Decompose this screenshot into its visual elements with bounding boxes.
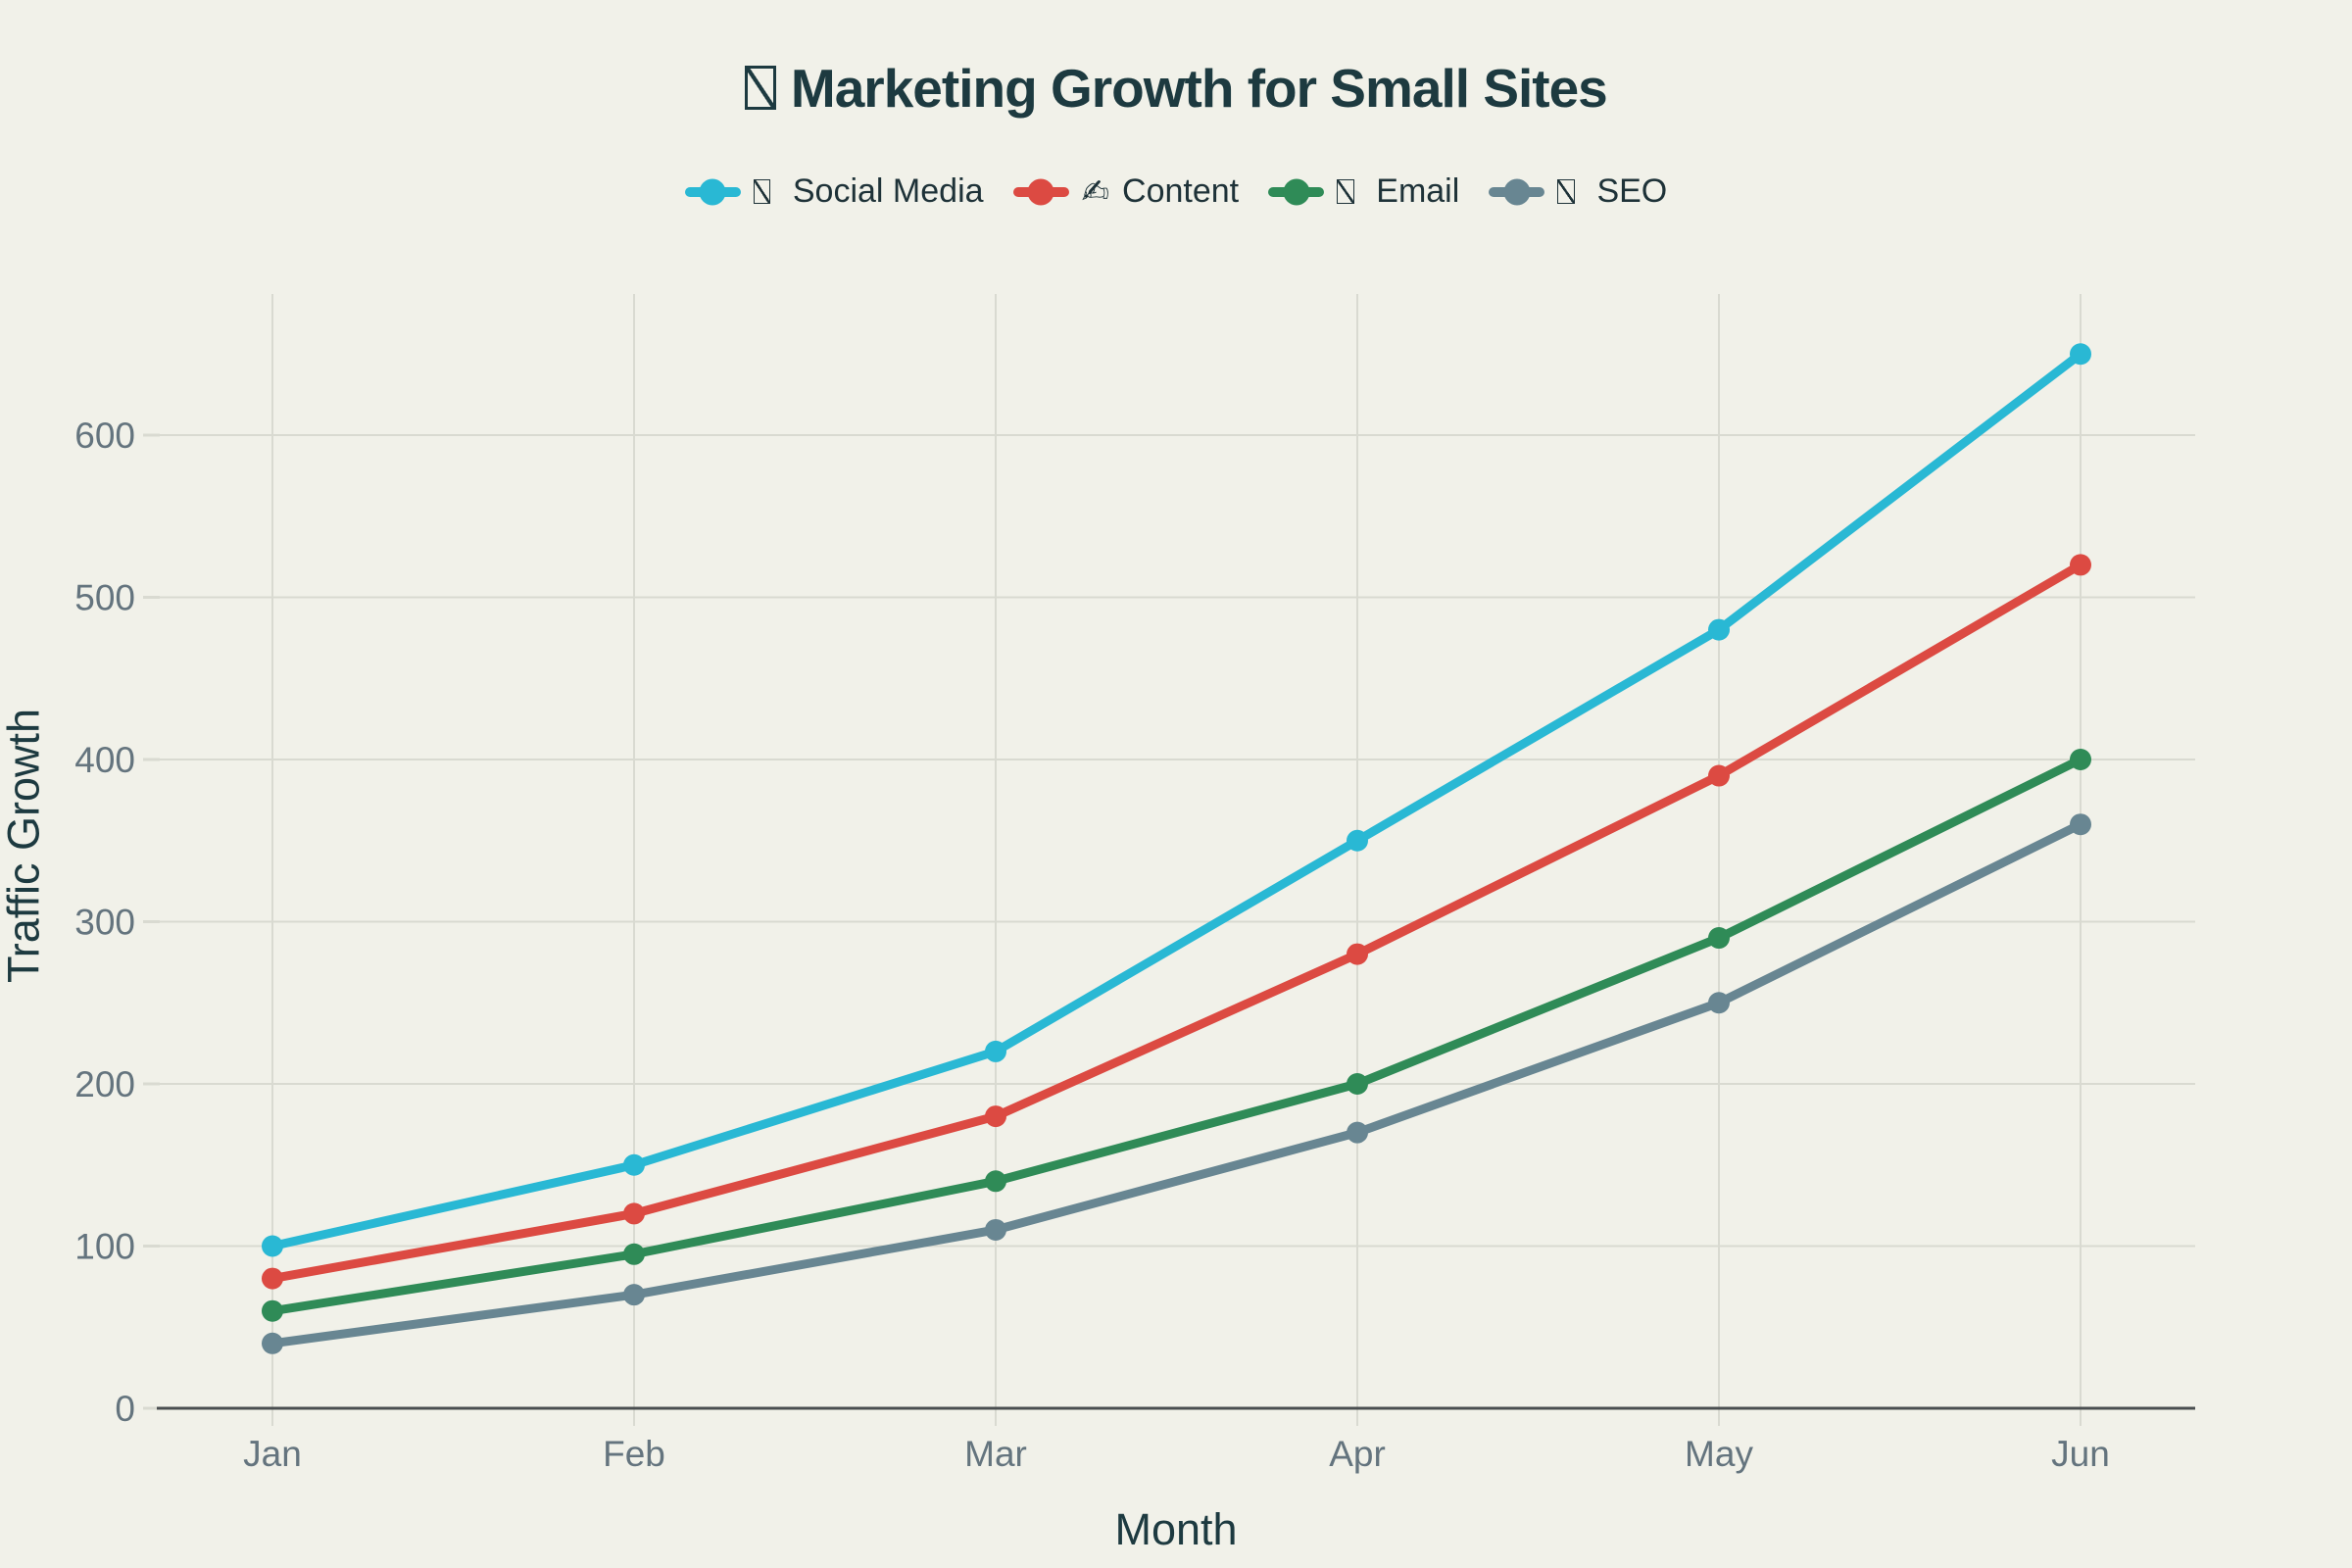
data-point-email-jun	[2070, 749, 2091, 770]
data-point-seo-jan	[262, 1332, 283, 1354]
legend-marker-icon	[1489, 178, 1545, 205]
legend-marker-icon	[684, 178, 741, 205]
data-point-social-media-feb	[623, 1153, 645, 1176]
series-line-content	[268, 560, 2085, 1284]
legend-item-label: Social Media	[792, 172, 984, 210]
legend-marker-icon	[1012, 178, 1069, 205]
legend-item-content[interactable]: ✍ Content	[1012, 172, 1240, 211]
legend-item-social-media[interactable]: Social Media	[684, 172, 984, 211]
missing-glyph-icon	[1337, 178, 1354, 205]
x-tick-label: Mar	[964, 1434, 1027, 1474]
series-line-seo	[268, 819, 2085, 1348]
x-tick-label: Apr	[1329, 1434, 1386, 1474]
x-tick-label: Feb	[603, 1434, 665, 1474]
y-tick-label: 0	[115, 1389, 135, 1429]
data-point-social-media-mar	[985, 1040, 1006, 1062]
y-tick-label: 500	[74, 578, 135, 618]
legend-item-label: Email	[1376, 172, 1460, 210]
data-point-email-feb	[623, 1243, 645, 1265]
data-point-seo-jun	[2070, 813, 2091, 836]
data-point-email-mar	[985, 1170, 1006, 1193]
x-axis-title: Month	[1114, 1504, 1237, 1554]
series-line-email	[268, 755, 2085, 1316]
chart-title-text: Marketing Growth for Small Sites	[790, 58, 1608, 119]
missing-glyph-icon	[1557, 178, 1575, 205]
data-point-content-feb	[623, 1202, 645, 1225]
missing-glyph-icon	[745, 66, 776, 110]
series-line-social-media	[268, 349, 2085, 1250]
y-tick-label: 300	[74, 903, 135, 943]
data-point-content-mar	[985, 1105, 1006, 1128]
legend-marker-icon	[1268, 178, 1325, 205]
series-layer	[262, 343, 2091, 1354]
missing-glyph-icon	[753, 178, 771, 205]
data-point-email-apr	[1347, 1073, 1368, 1095]
y-tick-label: 400	[74, 740, 135, 780]
legend-item-seo[interactable]: SEO	[1489, 172, 1667, 211]
data-point-social-media-jan	[262, 1235, 283, 1257]
legend-item-label: SEO	[1596, 172, 1668, 210]
data-point-email-jan	[262, 1299, 283, 1322]
data-point-email-may	[1708, 927, 1730, 950]
data-point-seo-may	[1708, 992, 1730, 1014]
legend-item-label: Content	[1122, 172, 1240, 210]
chart-legend: Social Media ✍ Content Email SEO	[0, 172, 2352, 211]
data-point-content-jan	[262, 1267, 283, 1290]
y-tick-label: 200	[74, 1064, 135, 1104]
chart-title: Marketing Growth for Small Sites	[0, 57, 2352, 120]
y-tick-label: 600	[74, 416, 135, 456]
data-point-social-media-may	[1708, 618, 1730, 641]
data-point-social-media-jun	[2070, 343, 2091, 366]
y-axis-title: Traffic Growth	[0, 709, 49, 983]
y-tick-label: 100	[74, 1227, 135, 1267]
data-point-content-jun	[2070, 554, 2091, 576]
x-tick-label: Jan	[243, 1434, 302, 1474]
grid-layer: Jan Feb Mar Apr May Jun 0 100 200 300 400 500 600	[74, 294, 2195, 1474]
data-point-social-media-apr	[1347, 829, 1368, 852]
x-tick-label: May	[1685, 1434, 1753, 1474]
writing-hand-icon: ✍	[1081, 172, 1110, 211]
data-point-content-apr	[1347, 943, 1368, 965]
data-point-seo-mar	[985, 1218, 1006, 1241]
data-point-seo-feb	[623, 1284, 645, 1306]
legend-item-email[interactable]: Email	[1268, 172, 1459, 211]
x-tick-label: Jun	[2051, 1434, 2110, 1474]
data-point-seo-apr	[1347, 1121, 1368, 1144]
data-point-content-may	[1708, 764, 1730, 787]
